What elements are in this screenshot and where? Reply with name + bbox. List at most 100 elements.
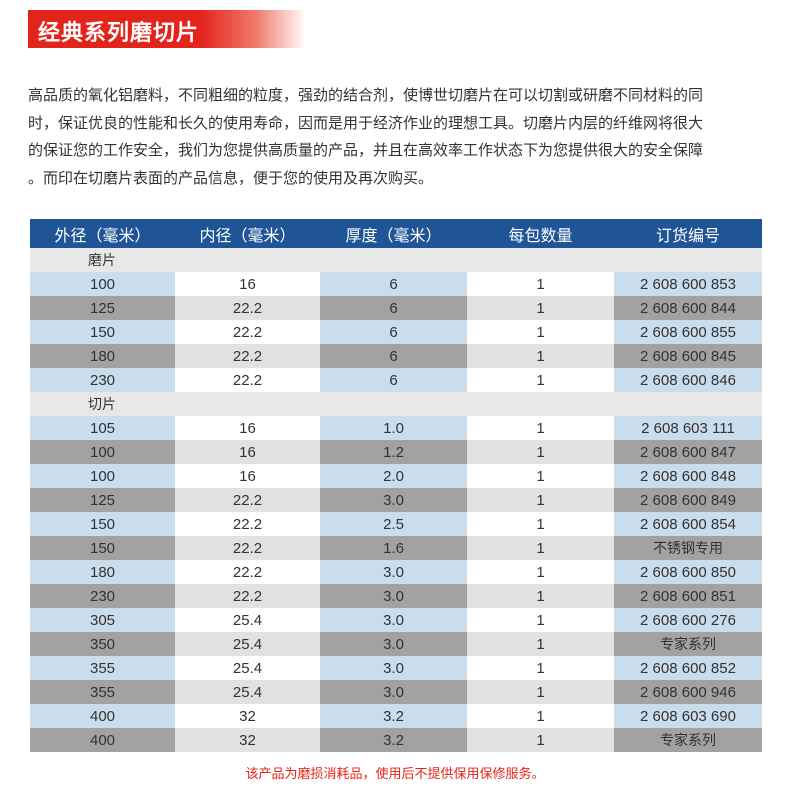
product-spec-table: 外径（毫米） 内径（毫米） 厚度（毫米） 每包数量 订货编号 磨片 100 16 6 1… xyxy=(30,219,762,752)
order-number-cell: 2 608 600 855 xyxy=(614,320,762,344)
outer-diameter-cell: 230 xyxy=(30,368,175,392)
order-number-cell: 2 608 600 276 xyxy=(614,608,762,632)
thickness-cell: 1.0 xyxy=(320,416,467,440)
pack-quantity-cell: 1 xyxy=(467,632,614,656)
outer-diameter-cell: 125 xyxy=(30,488,175,512)
pack-quantity-cell: 1 xyxy=(467,584,614,608)
header-order-number: 订货编号 xyxy=(614,219,762,248)
order-number-cell: 2 608 600 853 xyxy=(614,272,762,296)
order-number-cell: 2 608 600 852 xyxy=(614,656,762,680)
thickness-cell: 3.0 xyxy=(320,488,467,512)
intro-line: 。而印在切磨片表面的产品信息，便于您的使用及再次购买。 xyxy=(28,168,434,187)
intro-line: 时，保证优良的性能和长久的使用寿命，因而是用于经济作业的理想工具。切磨片内层的纤… xyxy=(28,113,704,132)
table-header-row: 外径（毫米） 内径（毫米） 厚度（毫米） 每包数量 订货编号 xyxy=(30,219,762,248)
table-row: 400 32 3.2 1 2 608 603 690 xyxy=(30,704,762,728)
header-outer-diameter: 外径（毫米） xyxy=(30,219,175,248)
section-label: 磨片 xyxy=(30,248,762,272)
table-row: 105 16 1.0 1 2 608 603 111 xyxy=(30,416,762,440)
order-number-cell: 2 608 600 848 xyxy=(614,464,762,488)
outer-diameter-cell: 150 xyxy=(30,512,175,536)
intro-line: 的保证您的工作安全，我们为您提供高质量的产品，并且在高效率工作状态下为您提供很大… xyxy=(28,141,704,159)
pack-quantity-cell: 1 xyxy=(467,296,614,320)
inner-diameter-cell: 25.4 xyxy=(175,656,320,680)
header-inner-diameter: 内径（毫米） xyxy=(175,219,320,248)
title-banner: 经典系列磨切片 xyxy=(28,10,306,48)
thickness-cell: 6 xyxy=(320,368,467,392)
table-row: 350 25.4 3.0 1 专家系列 xyxy=(30,632,762,656)
table-row: 125 22.2 3.0 1 2 608 600 849 xyxy=(30,488,762,512)
pack-quantity-cell: 1 xyxy=(467,512,614,536)
pack-quantity-cell: 1 xyxy=(467,320,614,344)
table-row: 150 22.2 6 1 2 608 600 855 xyxy=(30,320,762,344)
order-number-cell: 2 608 603 111 xyxy=(614,416,762,440)
table-row: 150 22.2 2.5 1 2 608 600 854 xyxy=(30,512,762,536)
table-body: 磨片 100 16 6 1 2 608 600 853 125 22.2 6 1 2 608 600… xyxy=(30,248,762,752)
thickness-cell: 1.6 xyxy=(320,536,467,560)
outer-diameter-cell: 150 xyxy=(30,536,175,560)
inner-diameter-cell: 25.4 xyxy=(175,632,320,656)
thickness-cell: 3.2 xyxy=(320,704,467,728)
outer-diameter-cell: 100 xyxy=(30,272,175,296)
order-number-cell: 2 608 600 849 xyxy=(614,488,762,512)
pack-quantity-cell: 1 xyxy=(467,656,614,680)
table-row: 150 22.2 1.6 1 不锈钢专用 xyxy=(30,536,762,560)
table-row: 230 22.2 3.0 1 2 608 600 851 xyxy=(30,584,762,608)
inner-diameter-cell: 25.4 xyxy=(175,680,320,704)
outer-diameter-cell: 230 xyxy=(30,584,175,608)
intro-line: 高品质的氧化铝磨料，不同粗细的粒度，强劲的结合剂，使博世切磨片在可以切割或研磨不… xyxy=(28,86,704,104)
thickness-cell: 2.5 xyxy=(320,512,467,536)
thickness-cell: 3.2 xyxy=(320,728,467,752)
thickness-cell: 6 xyxy=(320,344,467,368)
pack-quantity-cell: 1 xyxy=(467,488,614,512)
pack-quantity-cell: 1 xyxy=(467,680,614,704)
pack-quantity-cell: 1 xyxy=(467,536,614,560)
inner-diameter-cell: 22.2 xyxy=(175,584,320,608)
thickness-cell: 6 xyxy=(320,272,467,296)
pack-quantity-cell: 1 xyxy=(467,560,614,584)
table-row: 180 22.2 3.0 1 2 608 600 850 xyxy=(30,560,762,584)
outer-diameter-cell: 180 xyxy=(30,344,175,368)
table-row: 100 16 2.0 1 2 608 600 848 xyxy=(30,464,762,488)
table-row: 100 16 1.2 1 2 608 600 847 xyxy=(30,440,762,464)
outer-diameter-cell: 180 xyxy=(30,560,175,584)
pack-quantity-cell: 1 xyxy=(467,416,614,440)
thickness-cell: 6 xyxy=(320,296,467,320)
pack-quantity-cell: 1 xyxy=(467,368,614,392)
inner-diameter-cell: 22.2 xyxy=(175,320,320,344)
order-number-cell: 2 608 600 854 xyxy=(614,512,762,536)
section-row: 切片 xyxy=(30,392,762,416)
inner-diameter-cell: 22.2 xyxy=(175,536,320,560)
outer-diameter-cell: 100 xyxy=(30,440,175,464)
inner-diameter-cell: 16 xyxy=(175,272,320,296)
table-row: 180 22.2 6 1 2 608 600 845 xyxy=(30,344,762,368)
outer-diameter-cell: 400 xyxy=(30,728,175,752)
pack-quantity-cell: 1 xyxy=(467,344,614,368)
header-pack-quantity: 每包数量 xyxy=(467,219,614,248)
pack-quantity-cell: 1 xyxy=(467,440,614,464)
inner-diameter-cell: 22.2 xyxy=(175,296,320,320)
outer-diameter-cell: 400 xyxy=(30,704,175,728)
inner-diameter-cell: 22.2 xyxy=(175,512,320,536)
thickness-cell: 6 xyxy=(320,320,467,344)
order-number-cell: 专家系列 xyxy=(614,632,762,656)
outer-diameter-cell: 105 xyxy=(30,416,175,440)
section-row: 磨片 xyxy=(30,248,762,272)
order-number-cell: 2 608 600 845 xyxy=(614,344,762,368)
intro-paragraph: 高品质的氧化铝磨料，不同粗细的粒度，强劲的结合剂，使博世切磨片在可以切割或研磨不… xyxy=(28,82,762,192)
outer-diameter-cell: 350 xyxy=(30,632,175,656)
thickness-cell: 3.0 xyxy=(320,584,467,608)
outer-diameter-cell: 355 xyxy=(30,656,175,680)
order-number-cell: 2 608 600 946 xyxy=(614,680,762,704)
header-thickness: 厚度（毫米） xyxy=(320,219,467,248)
pack-quantity-cell: 1 xyxy=(467,704,614,728)
pack-quantity-cell: 1 xyxy=(467,608,614,632)
table-row: 100 16 6 1 2 608 600 853 xyxy=(30,272,762,296)
inner-diameter-cell: 22.2 xyxy=(175,488,320,512)
thickness-cell: 3.0 xyxy=(320,560,467,584)
order-number-cell: 2 608 600 850 xyxy=(614,560,762,584)
inner-diameter-cell: 25.4 xyxy=(175,608,320,632)
thickness-cell: 2.0 xyxy=(320,464,467,488)
order-number-cell: 2 608 600 844 xyxy=(614,296,762,320)
pack-quantity-cell: 1 xyxy=(467,464,614,488)
order-number-cell: 2 608 600 847 xyxy=(614,440,762,464)
